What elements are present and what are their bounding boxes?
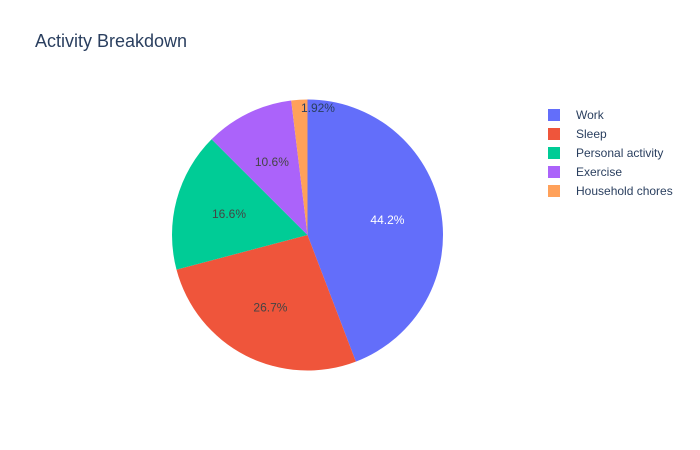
legend-item-exercise[interactable]: Exercise <box>548 162 673 181</box>
legend-swatch <box>548 184 560 197</box>
legend-item-household-chores[interactable]: Household chores <box>548 181 673 200</box>
slice-label-work: 44.2% <box>370 213 404 227</box>
legend-label: Personal activity <box>576 145 664 160</box>
legend-label: Sleep <box>576 126 607 141</box>
legend-swatch <box>548 165 560 178</box>
legend-swatch <box>548 146 560 159</box>
legend[interactable]: Work Sleep Personal activity Exercise Househ… <box>548 105 673 200</box>
pie-slice-household-chores[interactable] <box>291 99 308 236</box>
slice-label-exercise: 10.6% <box>255 155 289 169</box>
slice-label-sleep: 26.7% <box>253 300 287 314</box>
pie-slice-sleep[interactable] <box>176 235 356 371</box>
legend-label: Household chores <box>576 183 673 198</box>
chart-title: Activity Breakdown <box>35 31 188 51</box>
legend-label: Work <box>576 107 604 122</box>
pie-slice-personal-activity[interactable] <box>172 139 308 270</box>
pie-slice-labels: 44.2% 26.7% 16.6% 10.6% 1.92% <box>212 101 405 315</box>
slice-label-household-chores: 1.92% <box>301 101 335 115</box>
legend-item-sleep[interactable]: Sleep <box>548 124 673 143</box>
pie-slice-exercise[interactable] <box>211 100 308 235</box>
legend-swatch <box>548 108 560 121</box>
pie-slices <box>172 99 444 371</box>
pie-slice-work[interactable] <box>307 99 444 362</box>
legend-label: Exercise <box>576 164 623 179</box>
slice-label-personal-activity: 16.6% <box>212 207 246 221</box>
legend-swatch <box>548 127 560 140</box>
legend-item-personal-activity[interactable]: Personal activity <box>548 143 673 162</box>
legend-item-work[interactable]: Work <box>548 105 673 124</box>
